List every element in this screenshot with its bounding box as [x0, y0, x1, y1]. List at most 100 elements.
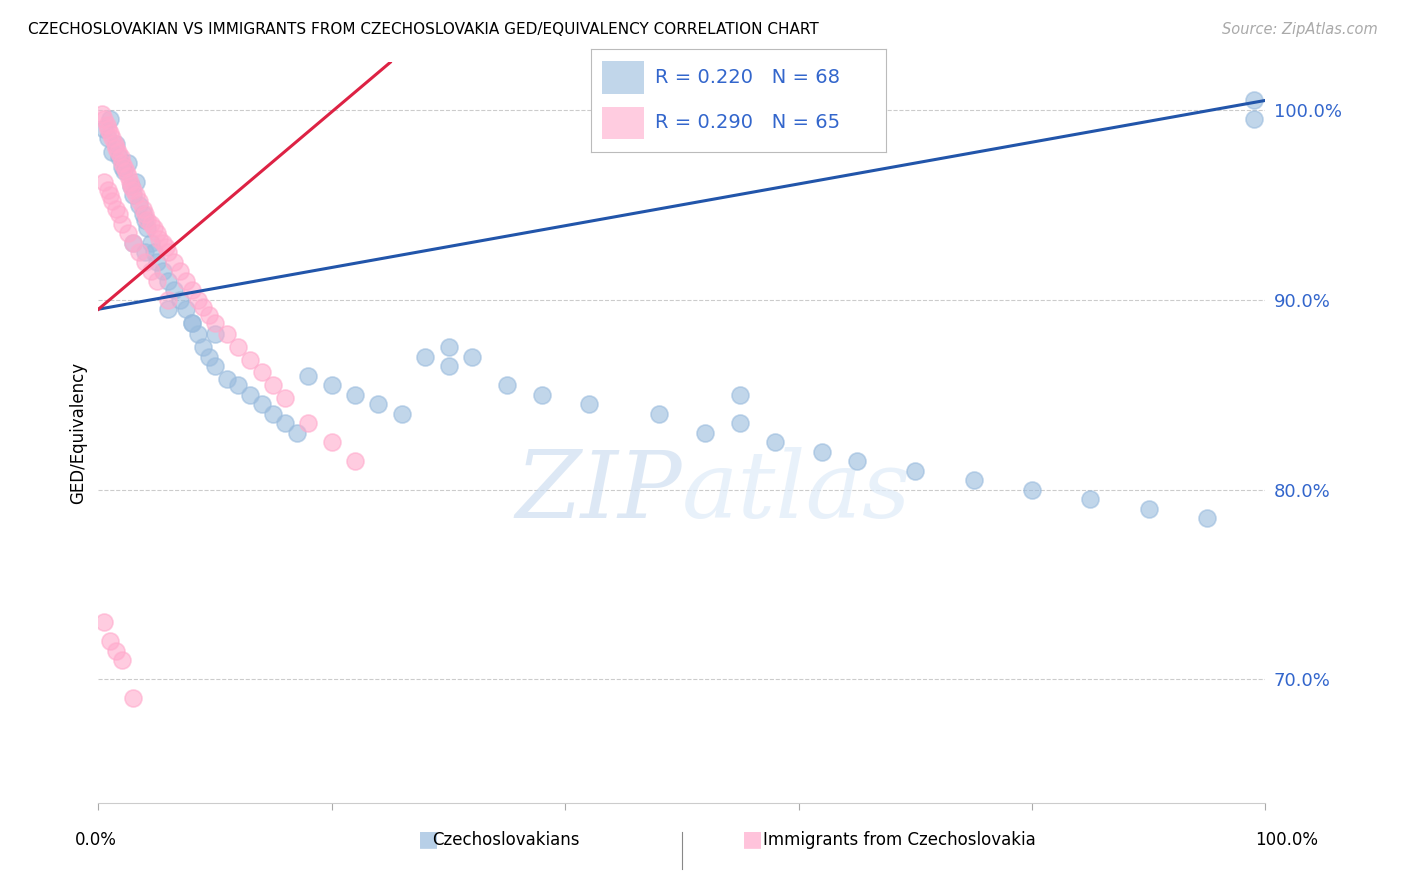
Point: [157, 274, 180, 288]
Text: 100.0%: 100.0%: [1256, 830, 1317, 848]
Point: [104, 644, 127, 658]
Point: [530, 387, 553, 401]
Point: [134, 245, 156, 260]
Text: R = 0.290   N = 65: R = 0.290 N = 65: [655, 113, 841, 132]
Point: [180, 283, 202, 297]
Point: [262, 407, 284, 421]
Point: [187, 326, 209, 341]
Point: [136, 213, 159, 227]
Point: [152, 235, 174, 250]
Point: [321, 378, 343, 392]
Point: [169, 293, 191, 307]
Point: [93, 121, 115, 136]
Point: [111, 217, 134, 231]
Point: [846, 454, 869, 468]
Point: [180, 316, 202, 330]
Point: [962, 473, 984, 487]
Point: [128, 245, 150, 260]
Point: [204, 316, 226, 330]
Point: [115, 163, 138, 178]
Point: [904, 464, 927, 478]
Point: [104, 141, 127, 155]
Point: [139, 264, 162, 278]
Y-axis label: GED/Equivalency: GED/Equivalency: [69, 361, 87, 504]
Point: [93, 615, 115, 630]
Point: [239, 387, 262, 401]
Point: [143, 220, 166, 235]
Bar: [602, 106, 644, 139]
Point: [104, 137, 127, 152]
Point: [437, 359, 460, 374]
Point: [1080, 491, 1102, 506]
Point: [112, 163, 135, 178]
Point: [198, 308, 221, 322]
Point: [93, 112, 115, 127]
Point: [496, 378, 519, 392]
Text: Immigrants from Czechoslovakia: Immigrants from Czechoslovakia: [763, 830, 1036, 848]
Text: ■: ■: [419, 829, 439, 848]
Point: [647, 407, 669, 421]
Point: [180, 316, 202, 330]
Point: [193, 301, 215, 315]
Point: [96, 118, 118, 132]
Point: [193, 340, 215, 354]
Point: [98, 112, 121, 127]
Point: [134, 213, 156, 227]
Point: [134, 207, 156, 221]
Point: [163, 283, 186, 297]
Point: [187, 293, 209, 307]
Point: [122, 188, 145, 202]
Text: atlas: atlas: [682, 447, 911, 537]
Point: [695, 425, 717, 440]
Point: [274, 392, 297, 406]
Point: [134, 254, 156, 268]
Point: [344, 454, 367, 468]
Point: [297, 368, 319, 383]
Point: [117, 169, 139, 184]
Text: ■: ■: [742, 829, 762, 848]
Point: [228, 378, 250, 392]
Point: [146, 254, 169, 268]
Point: [108, 207, 131, 221]
Point: [152, 264, 174, 278]
Point: [461, 350, 484, 364]
Point: [204, 359, 226, 374]
Point: [215, 326, 238, 341]
Point: [146, 227, 169, 241]
Point: [578, 397, 600, 411]
Point: [125, 188, 148, 202]
Point: [344, 387, 367, 401]
Point: [97, 131, 120, 145]
Point: [174, 274, 197, 288]
Point: [262, 378, 284, 392]
Point: [122, 235, 145, 250]
Point: [146, 274, 169, 288]
Point: [143, 245, 166, 260]
Point: [204, 326, 226, 341]
Text: Czechoslovakians: Czechoslovakians: [433, 830, 579, 848]
Point: [93, 175, 115, 189]
Point: [90, 106, 112, 120]
Point: [122, 691, 145, 706]
Point: [1243, 94, 1265, 108]
Point: [321, 435, 343, 450]
Point: [97, 121, 120, 136]
Point: [1021, 483, 1043, 497]
Point: [157, 293, 180, 307]
Point: [122, 183, 145, 197]
Point: [108, 150, 131, 164]
Point: [120, 178, 142, 193]
Point: [128, 194, 150, 208]
Point: [157, 302, 180, 317]
Text: 0.0%: 0.0%: [75, 830, 117, 848]
Point: [122, 235, 145, 250]
Point: [117, 156, 139, 170]
Point: [132, 202, 155, 216]
Point: [297, 416, 319, 430]
Point: [1195, 511, 1218, 525]
Point: [101, 131, 124, 145]
Point: [228, 340, 250, 354]
Point: [128, 198, 150, 212]
Point: [730, 416, 752, 430]
Point: [98, 188, 121, 202]
